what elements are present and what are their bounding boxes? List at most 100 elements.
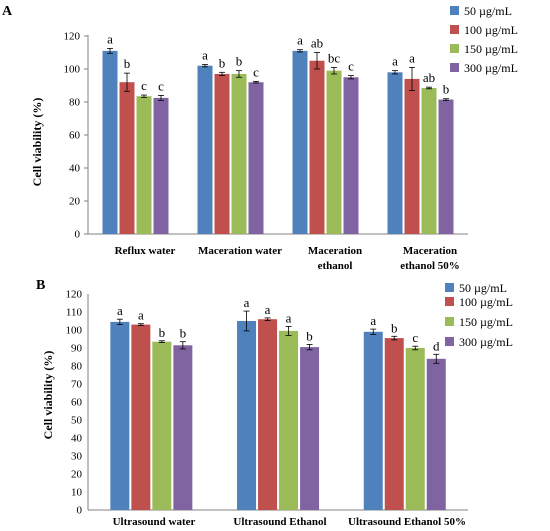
significance-label: c [158, 78, 164, 93]
panel-a-category-label: Maceration water [198, 245, 282, 257]
bar-b-2-2 [405, 348, 425, 510]
legend-label-100: 100 µg/mL [464, 23, 518, 37]
legend-label-300: 300 µg/mL [464, 61, 518, 75]
panel-b-y-tick-30: 30 [71, 451, 83, 463]
legend-swatch-150 [450, 44, 459, 53]
panel-a-y-tick-0: 0 [75, 229, 81, 241]
significance-label: a [244, 295, 250, 310]
significance-label: c [412, 330, 418, 345]
significance-label: b [391, 320, 398, 335]
significance-label: a [202, 48, 208, 63]
bar-a-1-0 [197, 65, 213, 234]
significance-label: a [107, 31, 113, 46]
significance-label: a [297, 33, 303, 48]
panel-a-y-tick-20: 20 [69, 196, 81, 208]
legend-swatch-300 [445, 337, 454, 346]
bar-b-0-1 [131, 324, 151, 510]
panel-b-y-tick-20: 20 [71, 469, 83, 481]
panel-a-letter: A [2, 4, 13, 19]
panel-a-category-label: Maceration ethanol 50% [400, 245, 460, 272]
bar-b-0-3 [173, 345, 193, 510]
significance-label: b [180, 326, 187, 341]
panel-a-y-tick-80: 80 [69, 97, 81, 109]
significance-label: b [236, 54, 243, 69]
significance-label: b [306, 328, 313, 343]
legend-label-150: 150 µg/mL [459, 315, 513, 329]
panel-b-category-label: Ultrasound Ethanol 50% [348, 516, 466, 528]
panel-b-category-label: Ultrasound water [113, 516, 196, 528]
bar-a-2-3 [343, 77, 359, 234]
panel-b-y-tick-60: 60 [71, 397, 83, 409]
significance-label: c [348, 59, 354, 74]
panel-b-y-tick-90: 90 [71, 343, 83, 355]
panel-b-y-tick-10: 10 [71, 487, 83, 499]
legend-swatch-300 [450, 63, 459, 72]
bar-b-2-0 [363, 331, 383, 510]
bar-a-0-2 [136, 96, 152, 234]
significance-label: c [141, 78, 147, 93]
panel-a-y-tick-60: 60 [69, 130, 81, 142]
bar-a-2-2 [326, 70, 342, 235]
panel-b-y-tick-50: 50 [71, 415, 83, 427]
significance-label: a [286, 310, 292, 325]
panel-b-y-tick-80: 80 [71, 361, 83, 373]
bar-a-0-3 [153, 97, 169, 235]
panel-b-y-tick-0: 0 [77, 505, 83, 517]
legend-label-50: 50 µg/mL [464, 4, 512, 18]
panel-b-legend: 50 µg/mL 100 µg/mL 150 µg/mL 300 µg/mL [445, 281, 513, 349]
bar-a-1-2 [231, 73, 247, 234]
panel-a-legend: 50 µg/mL 100 µg/mL 150 µg/mL 300 µg/mL [450, 4, 518, 75]
significance-label: b [124, 56, 131, 71]
significance-label: a [392, 54, 398, 69]
significance-label: a [265, 302, 271, 317]
panel-b: B Cell viability (%) 0 10 20 30 40 50 60… [36, 278, 513, 528]
bar-b-1-0 [237, 321, 257, 510]
bar-b-1-2 [279, 330, 299, 510]
panel-a: A Cell viability (%) 0 20 40 60 80 100 1… [2, 4, 518, 272]
legend-swatch-100 [450, 25, 459, 34]
panel-a-y-tick-100: 100 [64, 64, 81, 76]
bar-a-3-0 [387, 72, 403, 234]
significance-label: b [219, 55, 226, 70]
bar-b-2-1 [384, 338, 404, 510]
significance-label: c [253, 64, 259, 79]
panel-a-y-tick-120: 120 [64, 31, 81, 43]
bar-a-2-1 [309, 60, 325, 234]
significance-label: ab [311, 36, 323, 51]
bar-b-1-3 [300, 347, 320, 510]
panel-b-y-axis-title: Cell viability (%) [41, 351, 55, 440]
legend-label-150: 150 µg/mL [464, 42, 518, 56]
panel-b-category-label: Ultrasound Ethanol [233, 516, 326, 528]
bar-b-2-3 [426, 358, 446, 510]
significance-label: d [433, 338, 440, 353]
significance-label: a [117, 303, 123, 318]
panel-a-y-tick-40: 40 [69, 163, 81, 175]
panel-a-category-label: Maceration ethanol [308, 245, 362, 272]
bar-a-3-2 [421, 87, 437, 234]
panel-b-y-tick-70: 70 [71, 379, 83, 391]
bar-a-3-3 [438, 99, 454, 234]
significance-label: a [409, 50, 415, 65]
significance-label: b [159, 325, 166, 340]
legend-swatch-100 [445, 297, 454, 306]
panel-a-y-axis-title: Cell viability (%) [30, 98, 44, 187]
significance-label: bc [328, 50, 341, 65]
bar-b-0-0 [110, 321, 130, 510]
panel-a-category-label: Reflux water [115, 245, 176, 257]
bar-a-1-1 [214, 73, 230, 234]
legend-label-50: 50 µg/mL [459, 281, 507, 295]
bar-a-3-1 [404, 78, 420, 235]
significance-label: a [370, 313, 376, 328]
legend-label-100: 100 µg/mL [459, 295, 513, 309]
panel-b-y-tick-40: 40 [71, 433, 83, 445]
legend-swatch-50 [445, 283, 454, 292]
panel-b-y-tick-120: 120 [66, 289, 83, 301]
bar-a-2-0 [292, 50, 308, 234]
significance-label: a [138, 308, 144, 323]
legend-label-300: 300 µg/mL [459, 335, 513, 349]
significance-label: b [443, 82, 450, 97]
bar-a-0-1 [119, 82, 135, 234]
